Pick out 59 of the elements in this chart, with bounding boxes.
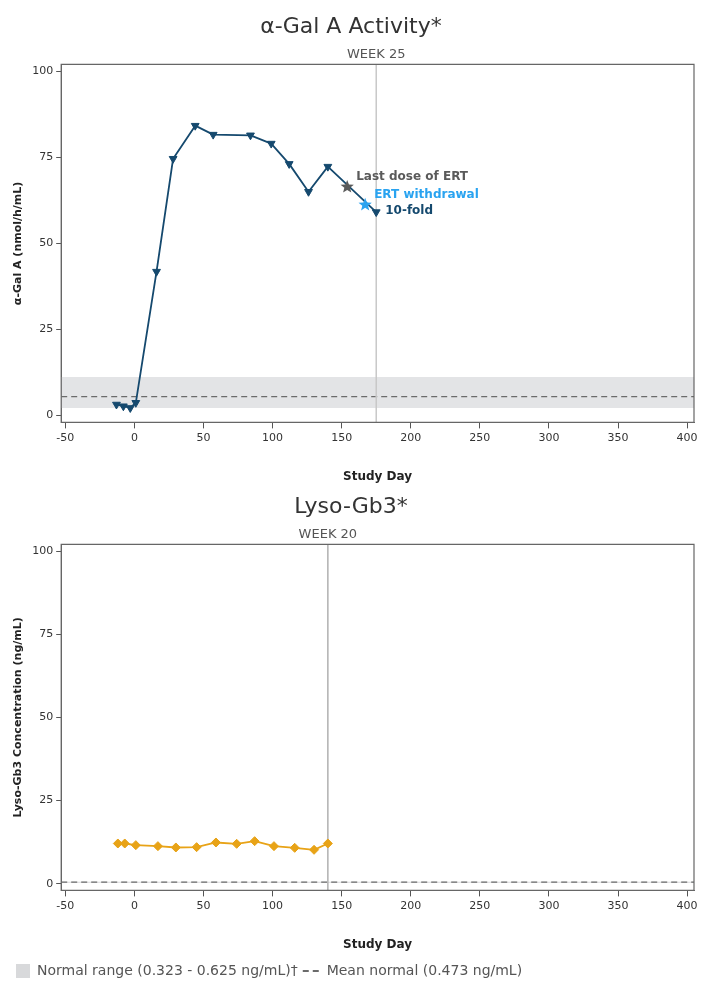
annotation: 10-fold (385, 202, 434, 217)
x-tick-label: -50 (56, 898, 75, 912)
point (125, 405, 135, 413)
point (208, 131, 218, 140)
point (112, 401, 121, 410)
x-tick-label: -50 (56, 430, 75, 444)
y-tick-label: 25 (39, 322, 54, 336)
point (304, 189, 313, 197)
y-tick-label: 0 (46, 408, 54, 422)
point (358, 197, 372, 211)
point (152, 268, 161, 277)
point (246, 132, 255, 141)
y-axis-title: α-Gal A (nmol/h/mL) (11, 181, 25, 306)
x-tick-label: 200 (400, 430, 422, 444)
x-tick-label: 200 (400, 898, 422, 912)
x-tick-label: 350 (607, 430, 629, 444)
x-tick-label: 100 (262, 898, 284, 912)
x-tick-label: 250 (469, 898, 491, 912)
ref-line-label: WEEK 20 (298, 526, 358, 542)
y-axis-title: Lyso-Gb3 Concentration (ng/mL) (11, 617, 25, 818)
chart-title: α-Gal A Activity* (260, 12, 442, 38)
point (266, 140, 276, 149)
legend-label: Normal range (0.323 - 0.625 ng/mL)† (37, 961, 298, 978)
point (371, 209, 381, 218)
y-tick-label: 0 (46, 876, 54, 890)
point (118, 403, 128, 412)
x-tick-label: 150 (331, 430, 353, 444)
x-tick-label: 250 (469, 430, 491, 444)
y-tick-label: 100 (32, 64, 54, 78)
annotation: Last dose of ERT (356, 169, 469, 184)
y-tick-label: 50 (39, 710, 54, 724)
point (340, 179, 354, 193)
x-tick-label: 50 (196, 898, 211, 912)
y-tick-label: 50 (39, 236, 54, 250)
x-tick-label: 300 (538, 898, 560, 912)
chart-title: Lyso-Gb3* (294, 492, 408, 518)
point (323, 163, 333, 172)
y-tick-label: 75 (39, 150, 54, 164)
x-axis-title: Study Day (343, 468, 413, 483)
point (190, 122, 200, 131)
y-tick-label: 75 (39, 627, 54, 641)
x-tick-label: 400 (676, 898, 698, 912)
point (284, 161, 294, 169)
y-tick-label: 100 (32, 543, 54, 557)
x-axis-title: Study Day (343, 936, 413, 951)
point (168, 155, 178, 164)
x-tick-label: 350 (607, 898, 629, 912)
x-tick-label: 300 (538, 430, 560, 444)
annotation: ERT withdrawal (374, 186, 479, 201)
x-tick-label: 50 (196, 430, 211, 444)
x-tick-label: 0 (130, 430, 138, 444)
x-tick-label: 400 (676, 430, 698, 444)
point (131, 400, 141, 408)
x-tick-label: 100 (262, 430, 284, 444)
y-tick-label: 25 (39, 793, 54, 807)
legend-label: Mean normal (0.473 ng/mL) (326, 961, 523, 978)
x-tick-label: 0 (130, 898, 138, 912)
x-tick-label: 150 (331, 898, 353, 912)
ref-line-label: WEEK 25 (346, 46, 406, 62)
